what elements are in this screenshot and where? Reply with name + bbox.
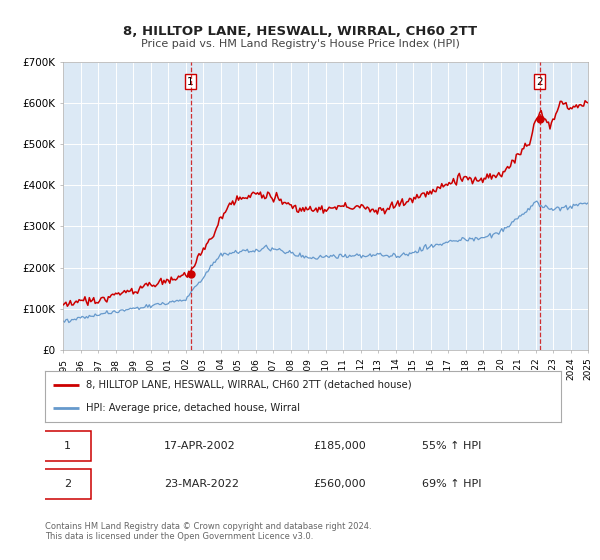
- Text: £185,000: £185,000: [313, 441, 366, 451]
- Text: 8, HILLTOP LANE, HESWALL, WIRRAL, CH60 2TT (detached house): 8, HILLTOP LANE, HESWALL, WIRRAL, CH60 2…: [86, 380, 412, 390]
- Text: 8, HILLTOP LANE, HESWALL, WIRRAL, CH60 2TT: 8, HILLTOP LANE, HESWALL, WIRRAL, CH60 2…: [123, 25, 477, 39]
- Text: 55% ↑ HPI: 55% ↑ HPI: [422, 441, 481, 451]
- Text: Contains HM Land Registry data © Crown copyright and database right 2024.
This d: Contains HM Land Registry data © Crown c…: [45, 522, 371, 542]
- Text: 69% ↑ HPI: 69% ↑ HPI: [422, 479, 481, 489]
- Text: £560,000: £560,000: [313, 479, 366, 489]
- Text: 1: 1: [187, 77, 194, 87]
- Text: 23-MAR-2022: 23-MAR-2022: [164, 479, 239, 489]
- FancyBboxPatch shape: [44, 431, 91, 461]
- FancyBboxPatch shape: [44, 469, 91, 499]
- Text: 2: 2: [536, 77, 543, 87]
- Text: 1: 1: [64, 441, 71, 451]
- Text: Price paid vs. HM Land Registry's House Price Index (HPI): Price paid vs. HM Land Registry's House …: [140, 39, 460, 49]
- Text: HPI: Average price, detached house, Wirral: HPI: Average price, detached house, Wirr…: [86, 403, 300, 413]
- Text: 2: 2: [64, 479, 71, 489]
- Text: 17-APR-2002: 17-APR-2002: [164, 441, 235, 451]
